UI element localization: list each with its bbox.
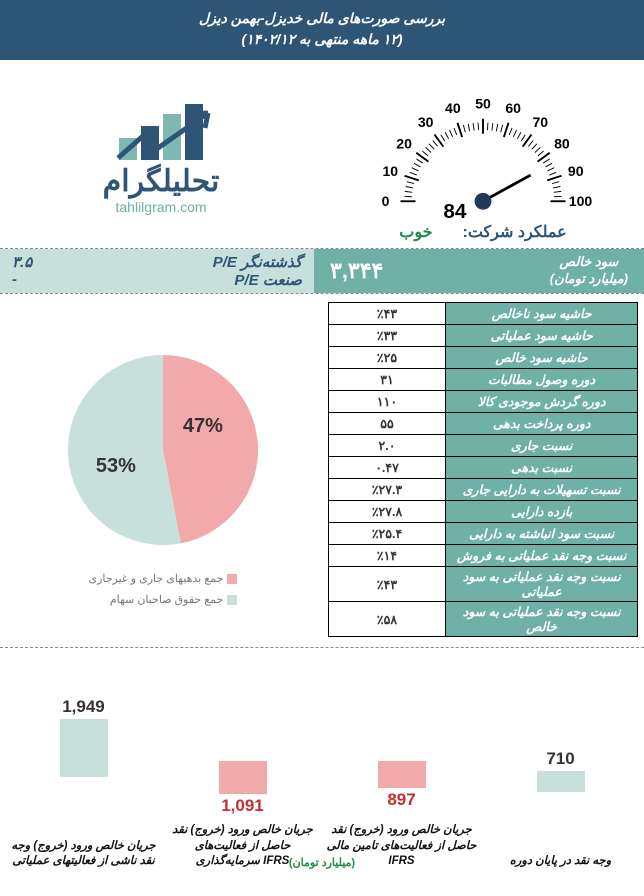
table-row: نسبت بدهی۰.۴۷ [328,457,637,479]
performance-label: عملکرد شرکت: [463,222,567,242]
gauge-icon: 0 10 20 30 40 50 60 70 80 90 100 84 [333,70,633,220]
pie-chart: 47% 53% [48,335,278,565]
net-profit-label2: (میلیارد تومان) [550,271,628,288]
pe-industry-value: - [12,271,17,289]
gauge-block: 0 10 20 30 40 50 60 70 80 90 100 84 عملکرد شرکت: خو… [322,66,644,242]
report-header: بررسی صورت‌های مالی خدیزل-بهمن دیزل (۱۲ … [0,0,644,60]
pie-label-1: 53% [96,455,136,478]
cashflow-item: 1,949جریان خالص ورود (خروج) وجه نقد ناشی… [4,685,163,870]
logo-site: tahlilgram.com [115,199,206,215]
table-row: حاشیه سود ناخالص٪۴۳ [328,303,637,325]
table-row: نسبت وجه نقد عملیاتی به سود عملیاتی٪۴۳ [328,567,637,602]
net-profit-label1: سود خالص [550,254,628,271]
svg-text:10: 10 [382,163,398,179]
cashflow-item: 710وجه نقد در پایان دوره [481,700,640,870]
kpi-table: حاشیه سود ناخالص٪۴۳حاشیه سود عملیاتی٪۳۳ح… [328,302,638,637]
svg-text:70: 70 [532,114,548,130]
table-row: نسبت تسهیلات به دارایی جاری٪۲۷.۳ [328,479,637,501]
net-profit-block: ۳,۳۴۴ سود خالص (میلیارد تومان) [314,249,644,293]
svg-text:90: 90 [568,163,584,179]
svg-text:50: 50 [475,95,491,111]
svg-text:60: 60 [505,100,521,116]
kpi-table-block: حاشیه سود ناخالص٪۴۳حاشیه سود عملیاتی٪۳۳ح… [326,298,644,637]
performance-line: عملکرد شرکت: خوب [322,220,644,242]
pie-block: 47% 53% جمع بدهیهای جاری و غیرجاری جمع ح… [0,298,326,637]
legend-item-0: جمع بدهیهای جاری و غیرجاری [88,569,237,590]
performance-value: خوب [399,222,432,242]
pe-block: ۳.۵ P/E گذشته‌نگر - P/E صنعت [0,249,314,293]
table-row: نسبت جاری۲.۰ [328,435,637,457]
pie-legend: جمع بدهیهای جاری و غیرجاری جمع حقوق صاحب… [88,569,237,611]
table-row: دوره گردش موجودی کالا۱۱۰ [328,391,637,413]
pe-trailing-label: P/E گذشته‌نگر [213,253,302,271]
top-row: تحلیلگرام tahlilgram.com 0 10 20 30 40 50 60 70… [0,60,644,249]
table-row: نسبت وجه نقد عملیاتی به فروش٪۱۴ [328,545,637,567]
table-row: نسبت سود انباشته به دارایی٪۲۵.۴ [328,523,637,545]
svg-text:20: 20 [396,136,412,152]
svg-text:80: 80 [554,136,570,152]
svg-text:100: 100 [569,193,593,209]
cashflow-item: 1,091جریان خالص ورود (خروج) نقد حاصل از … [163,669,322,870]
table-row: بازده دارایی٪۲۷.۸ [328,501,637,523]
header-line2: (۱۲ ماهه منتهی به ۱۴۰۲/۱۲) [0,29,644,50]
table-row: حاشیه سود خالص٪۲۵ [328,347,637,369]
metrics-row: ۳.۵ P/E گذشته‌نگر - P/E صنعت ۳,۳۴۴ سود خ… [0,249,644,294]
svg-text:40: 40 [445,100,461,116]
svg-text:84: 84 [443,200,466,220]
cashflow-item: 897جریان خالص ورود (خروج) نقد حاصل از فع… [322,669,481,870]
pe-trailing-value: ۳.۵ [12,253,32,271]
svg-text:30: 30 [418,114,434,130]
logo-title: تحلیلگرام [103,164,220,199]
cashflow-chart: 1,949جریان خالص ورود (خروج) وجه نقد ناشی… [0,648,644,870]
pe-industry-label: P/E صنعت [234,271,302,289]
table-row: دوره وصول مطالبات۳۱ [328,369,637,391]
table-row: دوره پرداخت بدهی۵۵ [328,413,637,435]
header-line1: بررسی صورت‌های مالی خدیزل-بهمن دیزل [0,8,644,29]
table-row: حاشیه سود عملیاتی٪۳۳ [328,325,637,347]
mid-row: 47% 53% جمع بدهیهای جاری و غیرجاری جمع ح… [0,294,644,648]
svg-text:0: 0 [382,193,390,209]
table-row: نسبت وجه نقد عملیاتی به سود خالص٪۵۸ [328,602,637,637]
logo-block: تحلیلگرام tahlilgram.com [0,66,322,242]
logo-icon [119,100,203,160]
legend-item-1: جمع حقوق صاحبان سهام [88,590,237,611]
pie-label-0: 47% [183,415,223,438]
net-profit-value: ۳,۳۴۴ [330,258,383,284]
